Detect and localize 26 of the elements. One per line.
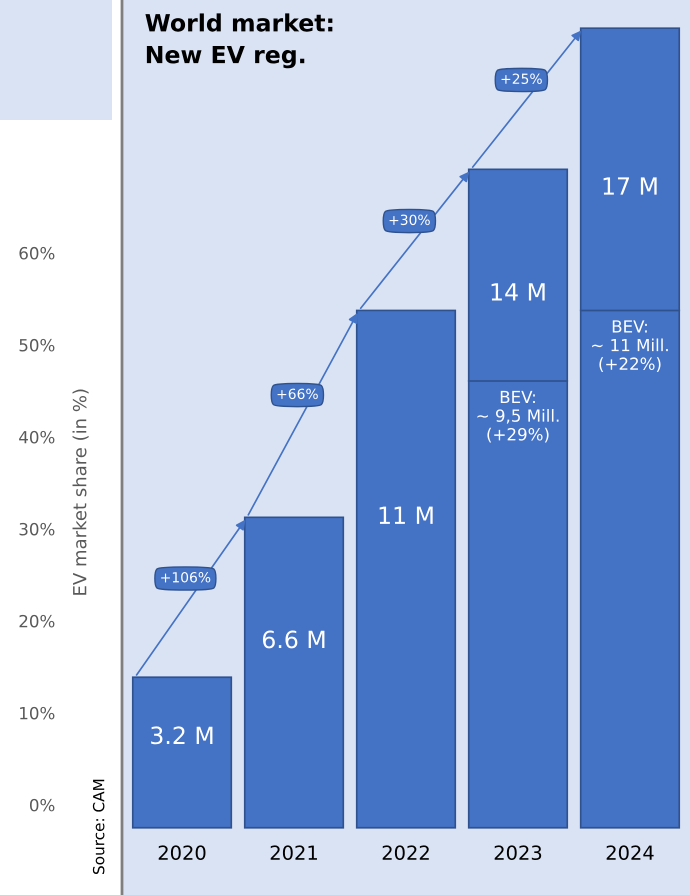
y-tick-label: 60% — [19, 246, 54, 260]
data-label: 3.2 M — [151, 726, 212, 744]
total-label: 14 M — [492, 283, 545, 300]
x-tick-label: 2024 — [606, 845, 654, 860]
x-tick-label: 2020 — [158, 845, 206, 860]
data-label: 6.6 M — [262, 630, 324, 648]
annotation: +25% — [502, 73, 542, 84]
annotation: +106% — [161, 572, 210, 583]
total-label: 17 M — [604, 177, 657, 195]
data-label: BEV: ~ 11 Mill. (+22%) — [592, 320, 668, 372]
y-tick-label: 30% — [20, 522, 54, 536]
x-tick-label: 2021 — [270, 845, 317, 860]
y-tick-label: 0% — [30, 798, 54, 812]
text: World market: New EV reg. — [145, 13, 332, 68]
data-label: BEV: ~ 9,5 Mill. (+29%) — [477, 390, 559, 443]
y-tick-label: 10% — [20, 706, 54, 720]
x-tick-label: 2023 — [494, 845, 542, 860]
y-tick-label: 20% — [20, 614, 54, 628]
data-label: 11 M — [380, 506, 433, 524]
y-axis-title: EV market share (in %) — [72, 390, 89, 595]
y-tick-label: 40% — [19, 430, 54, 444]
x-tick-label: 2022 — [382, 845, 429, 860]
annotation: +30% — [390, 214, 430, 226]
annotation: +66% — [278, 388, 318, 400]
y-tick-label: 50% — [20, 338, 54, 352]
source-note: Source: CAM — [92, 780, 104, 874]
